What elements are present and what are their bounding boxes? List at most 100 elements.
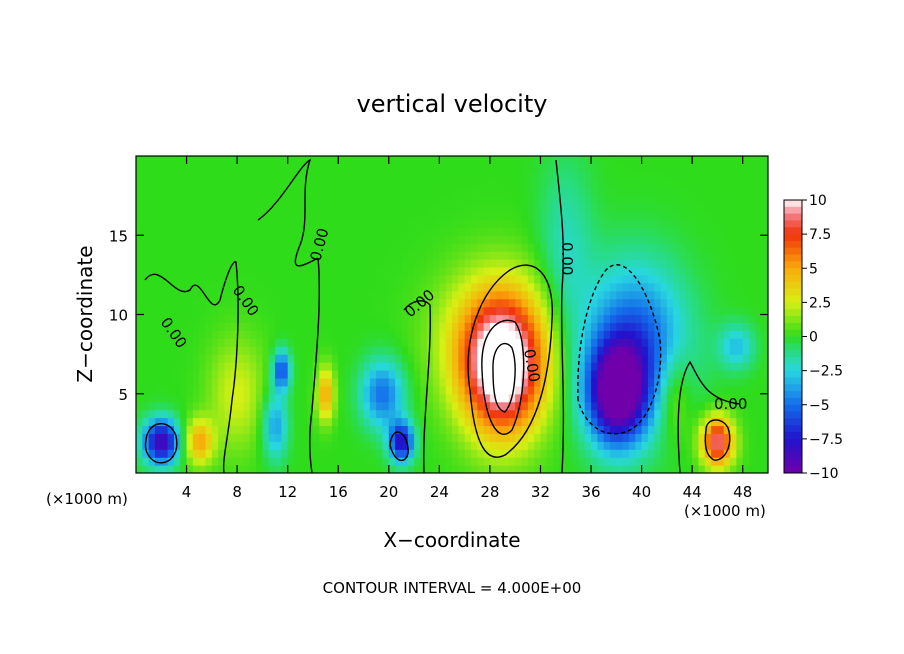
field-cell (312, 251, 320, 260)
field-cell (515, 203, 523, 213)
field-cell (610, 211, 617, 221)
field-cell (704, 203, 712, 213)
field-cell (591, 290, 598, 300)
field-cell (148, 306, 156, 316)
field-cell (584, 330, 592, 339)
field-cell (508, 203, 516, 213)
field-cell (452, 449, 459, 458)
field-cell (704, 282, 712, 292)
colorbar-swatch (784, 418, 802, 426)
field-cell (711, 393, 719, 403)
field-cell (641, 465, 649, 473)
field-cell (755, 243, 763, 252)
field-cell (534, 163, 542, 173)
field-cell (224, 354, 232, 363)
field-cell (300, 195, 308, 205)
field-cell (704, 227, 712, 236)
field-cell (439, 251, 447, 260)
field-cell (698, 417, 706, 427)
field-cell (300, 179, 308, 189)
field-cell (717, 187, 725, 197)
field-cell (218, 441, 226, 450)
field-cell (154, 314, 162, 324)
field-cell (161, 362, 169, 371)
field-cell (414, 306, 421, 316)
field-cell (723, 266, 731, 276)
field-cell (723, 385, 731, 395)
field-cell (338, 417, 346, 427)
field-cell (603, 187, 611, 197)
field-cell (591, 251, 598, 260)
field-cell (369, 346, 377, 355)
field-cell (553, 314, 561, 324)
field-cell (281, 314, 289, 324)
field-cell (673, 227, 681, 236)
field-cell (508, 298, 516, 308)
field-cell (711, 290, 719, 300)
field-cell (508, 457, 516, 466)
field-cell (395, 322, 403, 331)
field-cell (502, 330, 510, 339)
field-cell (704, 266, 712, 276)
field-cell (641, 433, 649, 442)
field-cell (136, 179, 143, 189)
field-cell (300, 211, 308, 221)
field-cell (458, 393, 466, 403)
field-cell (635, 219, 643, 228)
field-cell (439, 298, 447, 308)
field-cell (382, 362, 390, 371)
field-cell (489, 243, 497, 252)
field-cell (382, 187, 390, 197)
field-cell (717, 338, 725, 347)
field-cell (603, 298, 611, 308)
field-cell (325, 227, 333, 236)
field-cell (692, 417, 700, 427)
field-cell (572, 346, 579, 355)
field-cell (433, 338, 440, 347)
field-cell (616, 298, 624, 308)
field-cell (540, 282, 548, 292)
field-cell (407, 441, 415, 450)
field-cell (319, 362, 327, 371)
field-cell (376, 441, 384, 450)
field-cell (565, 449, 573, 458)
field-cell (281, 203, 289, 213)
field-cell (483, 235, 491, 244)
field-cell (654, 274, 662, 284)
field-cell (527, 377, 535, 387)
field-cell (679, 377, 687, 387)
field-cell (730, 385, 737, 395)
field-cell (755, 298, 763, 308)
field-cell (458, 449, 466, 458)
field-cell (325, 425, 333, 434)
field-cell (483, 171, 491, 181)
field-cell (243, 259, 251, 268)
field-cell (597, 362, 605, 371)
field-cell (603, 338, 611, 347)
field-cell (186, 211, 194, 221)
field-cell (452, 354, 459, 363)
field-cell (654, 156, 662, 165)
field-cell (230, 362, 238, 371)
field-cell (628, 322, 636, 331)
field-cell (742, 219, 750, 228)
field-cell (616, 156, 624, 165)
field-cell (685, 219, 693, 228)
field-cell (723, 227, 731, 236)
field-cell (534, 362, 542, 371)
field-cell (243, 195, 251, 205)
field-cell (180, 338, 188, 347)
field-cell (635, 282, 643, 292)
field-cell (654, 393, 662, 403)
field-cell (641, 243, 649, 252)
field-cell (154, 425, 162, 434)
field-cell (407, 187, 415, 197)
field-cell (546, 322, 554, 331)
field-cell (464, 195, 472, 205)
field-cell (527, 306, 535, 316)
field-cell (369, 274, 377, 284)
field-cell (578, 243, 586, 252)
field-cell (414, 314, 421, 324)
field-cell (464, 266, 472, 276)
field-cell (496, 203, 504, 213)
